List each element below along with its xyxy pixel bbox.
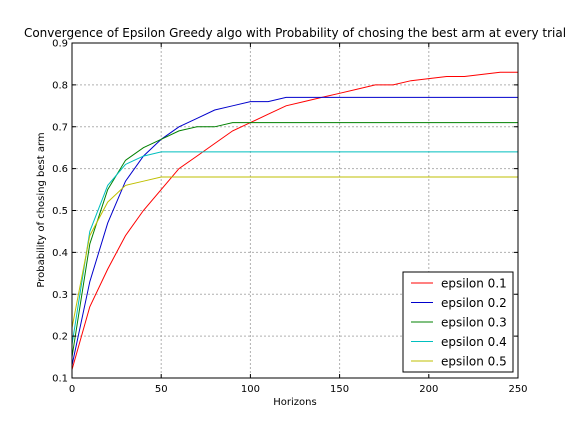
series-line-1 [71,71,518,370]
x-tick-label: 150 [330,384,349,395]
series-line-2 [71,96,518,366]
y-tick-label: 0.2 [52,332,68,343]
legend-label: epsilon 0.2 [441,296,507,310]
axis-ticks: 0 50 100 150 200 250 0.1 0.2 0.3 0.4 0.5 0.6 0.7 0.8 0… [52,39,527,396]
x-axis-title: Horizons [273,397,316,408]
x-tick-label: 250 [508,384,527,395]
x-tick-label: 100 [241,384,260,395]
x-tick-label: 50 [155,384,168,395]
series-line-4 [71,151,518,345]
legend-label: epsilon 0.5 [441,355,507,369]
y-tick-label: 0.6 [52,164,68,175]
chart-title: Convergence of Epsilon Greedy algo with … [24,26,566,40]
y-tick-label: 0.4 [52,248,68,259]
x-tick-label: 200 [419,384,438,395]
y-tick-label: 0.7 [52,122,68,133]
y-tick-label: 0.1 [52,374,68,385]
y-tick-label: 0.5 [52,206,68,217]
legend-label: epsilon 0.4 [441,335,507,349]
y-axis-title: Probability of chosing best arm [36,132,47,287]
y-tick-label: 0.8 [52,80,68,91]
x-tick-label: 0 [69,384,75,395]
legend-label: epsilon 0.3 [441,316,507,330]
legend-label: epsilon 0.1 [441,277,507,291]
y-tick-label: 0.9 [52,39,68,50]
series-lines [71,71,518,370]
series-line-3 [71,122,518,358]
legend: epsilon 0.1 epsilon 0.2 epsilon 0.3 epsilon… [402,271,514,373]
y-tick-label: 0.3 [52,290,68,301]
series-line-5 [71,176,518,328]
